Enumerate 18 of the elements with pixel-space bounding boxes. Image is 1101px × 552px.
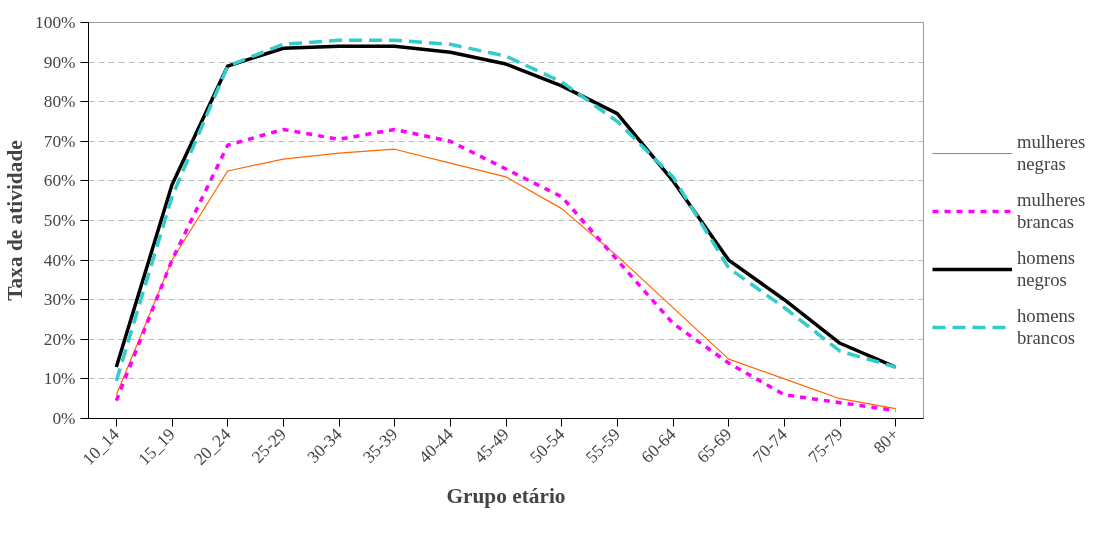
legend-label: homens brancos <box>1017 305 1076 349</box>
legend-label: mulheres brancas <box>1017 189 1086 233</box>
y-tick-label: 60% <box>43 171 76 191</box>
y-tick-label: 20% <box>43 329 76 349</box>
y-tick-label: 90% <box>43 52 76 72</box>
y-tick-label: 10% <box>43 369 76 389</box>
y-tick-label: 30% <box>43 290 76 310</box>
y-tick-label: 70% <box>43 131 76 151</box>
legend-label: homens negros <box>1017 247 1076 291</box>
legend-label: mulheres negras <box>1017 131 1086 175</box>
x-tick-label: 80+ <box>869 424 903 458</box>
y-axis-title: Taxa de atividade <box>3 140 28 301</box>
y-tick-label: 40% <box>43 250 76 270</box>
y-tick-label: 100% <box>35 13 76 32</box>
y-tick-label: 50% <box>43 211 76 230</box>
x-axis-title: Grupo etário <box>446 483 566 508</box>
y-tick-label: 0% <box>52 409 76 428</box>
y-tick-label: 80% <box>43 92 76 112</box>
